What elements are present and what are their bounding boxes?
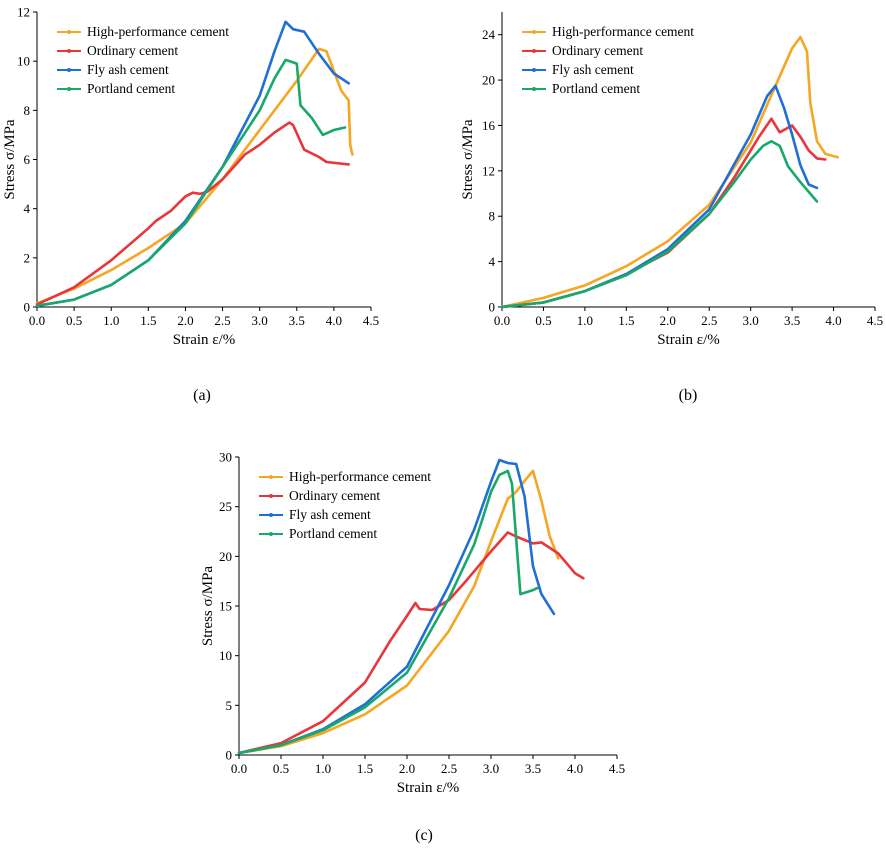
y-tick-label: 20 xyxy=(482,73,495,88)
series-line-portland-cement xyxy=(237,469,539,755)
x-tick-label: 3.5 xyxy=(784,313,800,328)
y-tick-label: 20 xyxy=(219,549,232,564)
y-tick-label: 25 xyxy=(219,499,232,514)
legend-entry: Portland cement xyxy=(552,81,640,96)
x-axis-label: Strain ε/% xyxy=(397,780,460,796)
legend-entry: Fly ash cement xyxy=(289,507,371,522)
legend-marker xyxy=(269,513,273,517)
legend-marker xyxy=(532,68,536,72)
y-tick-label: 4 xyxy=(489,254,496,269)
x-tick-label: 1.0 xyxy=(103,313,119,328)
x-tick-label: 0.0 xyxy=(29,313,45,328)
series-line-ordinary-cement xyxy=(500,117,827,309)
legend-entry: Portland cement xyxy=(289,526,377,541)
x-tick-label: 0.0 xyxy=(231,761,247,776)
x-tick-label: 0.0 xyxy=(494,313,510,328)
legend-entry: High-performance cement xyxy=(87,24,229,39)
y-tick-label: 8 xyxy=(24,103,31,118)
legend-marker xyxy=(532,49,536,53)
x-tick-label: 2.5 xyxy=(214,313,230,328)
x-tick-label: 0.5 xyxy=(273,761,289,776)
x-tick-label: 3.0 xyxy=(743,313,759,328)
legend-marker xyxy=(67,68,71,72)
x-tick-label: 1.0 xyxy=(315,761,331,776)
series-line-high-performance-cement xyxy=(237,469,560,755)
chart-panel-2: 0.0 0.5 1.0 1.5 2.0 2.5 3.0 3.5 4.0 4.5 0 4 8 12 16 20 2… xyxy=(460,12,883,404)
panel-caption: (b) xyxy=(679,387,698,404)
y-tick-label: 0 xyxy=(24,300,31,315)
x-tick-label: 3.5 xyxy=(525,761,541,776)
y-tick-label: 6 xyxy=(24,152,31,167)
x-tick-label: 4.5 xyxy=(609,761,625,776)
x-tick-label: 4.0 xyxy=(825,313,841,328)
y-tick-label: 12 xyxy=(482,163,495,178)
x-tick-label: 0.5 xyxy=(535,313,551,328)
y-tick-label: 24 xyxy=(482,27,496,42)
x-tick-label: 1.5 xyxy=(618,313,634,328)
series-line-portland-cement xyxy=(500,140,819,309)
panel-caption: (c) xyxy=(415,827,433,844)
series-line-portland-cement xyxy=(35,58,347,308)
legend-marker xyxy=(532,30,536,34)
legend-marker xyxy=(67,49,71,53)
y-tick-label: 8 xyxy=(489,209,496,224)
chart-panel-1: 0.0 0.5 1.0 1.5 2.0 2.5 3.0 3.5 4.0 4.5 0 2 4 6 8 10 12 S… xyxy=(2,5,379,405)
series-line-high-performance-cement xyxy=(35,47,354,305)
y-tick-label: 10 xyxy=(17,54,30,69)
x-tick-label: 4.0 xyxy=(567,761,583,776)
y-tick-label: 5 xyxy=(226,698,233,713)
y-tick-label: 30 xyxy=(219,450,232,465)
y-axis-label: Stress σ/MPa xyxy=(200,566,216,647)
legend-marker xyxy=(532,87,536,91)
x-tick-label: 2.5 xyxy=(701,313,717,328)
legend-entry: Ordinary cement xyxy=(289,488,380,503)
series-line-fly-ash-cement xyxy=(35,20,350,308)
y-axis-label: Stress σ/MPa xyxy=(460,119,476,200)
legend-entry: Fly ash cement xyxy=(552,62,634,77)
x-tick-label: 2.0 xyxy=(399,761,415,776)
panel-caption: (a) xyxy=(193,387,211,404)
y-tick-label: 15 xyxy=(219,599,232,614)
legend-entry: Ordinary cement xyxy=(552,43,643,58)
legend-marker xyxy=(67,87,71,91)
y-tick-label: 2 xyxy=(24,250,31,265)
legend-entry: Ordinary cement xyxy=(87,43,178,58)
x-tick-label: 2.0 xyxy=(177,313,193,328)
x-tick-label: 4.5 xyxy=(363,313,379,328)
y-tick-label: 4 xyxy=(24,201,31,216)
series-line-high-performance-cement xyxy=(500,35,839,309)
x-tick-label: 3.0 xyxy=(252,313,268,328)
legend-marker xyxy=(67,30,71,34)
chart-panel-3: 0.0 0.5 1.0 1.5 2.0 2.5 3.0 3.5 4.0 4.5 0 5 10 15 20 25… xyxy=(200,450,625,845)
series-line-ordinary-cement xyxy=(35,121,350,306)
x-tick-label: 3.5 xyxy=(289,313,305,328)
x-axis-label: Strain ε/% xyxy=(657,332,720,348)
y-tick-label: 12 xyxy=(17,5,30,20)
x-tick-label: 4.5 xyxy=(867,313,883,328)
legend-marker xyxy=(269,494,273,498)
x-tick-label: 2.0 xyxy=(660,313,676,328)
y-tick-label: 0 xyxy=(226,748,233,763)
x-tick-label: 1.5 xyxy=(140,313,156,328)
legend-entry: Portland cement xyxy=(87,81,175,96)
x-tick-label: 1.5 xyxy=(357,761,373,776)
y-tick-label: 16 xyxy=(482,118,496,133)
x-tick-label: 2.5 xyxy=(441,761,457,776)
legend-marker xyxy=(269,475,273,479)
x-tick-label: 0.5 xyxy=(66,313,82,328)
legend-marker xyxy=(269,532,273,536)
legend-entry: High-performance cement xyxy=(552,24,694,39)
y-tick-label: 0 xyxy=(489,300,496,315)
x-tick-label: 1.0 xyxy=(577,313,593,328)
legend-entry: High-performance cement xyxy=(289,469,431,484)
legend-entry: Fly ash cement xyxy=(87,62,169,77)
y-axis-label: Stress σ/MPa xyxy=(2,119,18,200)
x-tick-label: 4.0 xyxy=(326,313,342,328)
x-axis-label: Strain ε/% xyxy=(173,332,236,348)
x-tick-label: 3.0 xyxy=(483,761,499,776)
series-line-fly-ash-cement xyxy=(237,458,556,755)
y-tick-label: 10 xyxy=(219,648,232,663)
